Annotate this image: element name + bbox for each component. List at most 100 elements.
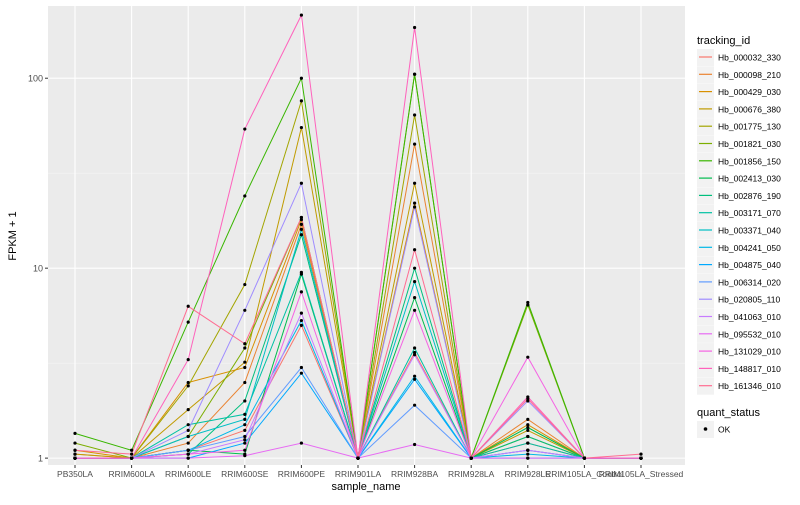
data-point (526, 303, 530, 307)
data-point (413, 205, 417, 209)
data-point (243, 399, 247, 403)
data-point (73, 441, 77, 445)
data-point (299, 311, 303, 315)
data-point (243, 428, 247, 432)
data-point (299, 270, 303, 275)
data-point (356, 456, 360, 460)
data-points (73, 13, 643, 460)
data-point (413, 142, 417, 146)
legend-items: Hb_000032_330 Hb_000098_210 Hb_000429_030 H… (697, 49, 781, 395)
legend-label: Hb_002413_030 (718, 174, 781, 184)
data-point (243, 194, 247, 198)
data-point (186, 380, 190, 385)
data-point (413, 201, 417, 205)
data-point (639, 452, 643, 456)
legend-label: Hb_001856_150 (718, 156, 781, 166)
shape-legend-title: quant_status (697, 407, 760, 419)
data-point (243, 434, 247, 439)
data-point (413, 25, 417, 30)
legend-label: Hb_095532_010 (718, 329, 781, 339)
legend-label: Hb_000032_330 (718, 53, 781, 63)
shape-legend-key-point (703, 427, 708, 431)
data-point (413, 403, 417, 407)
y-tick-label: 1 (38, 454, 43, 464)
x-tick-label: RRIM105LA_Stressed (599, 469, 684, 479)
legend: tracking_id Hb_000032_330Hb_000098_210Hb… (697, 35, 781, 438)
data-point (299, 215, 303, 220)
legend-label: Hb_161346_010 (718, 381, 781, 391)
data-point (186, 434, 190, 439)
data-point (130, 452, 134, 456)
data-point (243, 448, 247, 452)
data-point (243, 342, 247, 346)
legend-label: Hb_002876_190 (718, 191, 781, 201)
x-tick-label: RRIM105LA_Control (545, 469, 624, 479)
data-point (413, 308, 417, 312)
x-tick-label: RRIM928LA (448, 469, 495, 479)
data-point (413, 353, 417, 357)
data-point (243, 412, 247, 416)
y-axis: 1 10 100 (28, 74, 48, 464)
legend-label: Hb_001821_030 (718, 139, 781, 149)
shape-legend-label: OK (718, 425, 731, 435)
data-point (413, 248, 417, 252)
data-point (73, 431, 77, 435)
data-point (526, 434, 530, 439)
legend-title: tracking_id (697, 35, 750, 47)
data-point (243, 380, 247, 385)
data-point (413, 346, 417, 350)
data-point (299, 76, 303, 80)
x-tick-label: RRIM600PE (278, 469, 326, 479)
data-point (130, 456, 134, 460)
data-point (639, 456, 643, 460)
data-point (186, 456, 190, 460)
data-point (469, 456, 473, 460)
shape-legend-items: OK (697, 421, 731, 438)
legend-label: Hb_131029_010 (718, 347, 781, 357)
legend-label: Hb_004241_050 (718, 243, 781, 253)
data-point (243, 127, 247, 131)
data-point (299, 290, 303, 294)
data-point (186, 452, 190, 456)
data-point (299, 218, 303, 222)
data-point (243, 417, 247, 421)
panel-background (48, 6, 685, 465)
data-point (186, 320, 190, 324)
data-point (413, 350, 417, 355)
x-tick-label: PB350LA (57, 469, 93, 479)
data-point (299, 233, 303, 237)
data-point (526, 425, 530, 430)
x-axis: PB350LA RRIM600LA RRIM600LE RRIM600SE RRIM60… (57, 465, 684, 479)
data-point (243, 282, 247, 287)
legend-label: Hb_006314_020 (718, 277, 781, 287)
data-point (299, 181, 303, 185)
data-point (186, 408, 190, 412)
data-point (413, 442, 417, 447)
data-point (186, 423, 190, 427)
data-point (526, 423, 530, 427)
data-point (299, 125, 303, 130)
legend-label: Hb_041063_010 (718, 312, 781, 322)
data-point (243, 360, 247, 364)
legend-label: Hb_003371_040 (718, 226, 781, 236)
data-point (299, 318, 303, 323)
data-point (186, 441, 190, 445)
legend-label: Hb_000429_030 (718, 87, 781, 97)
data-point (526, 397, 530, 401)
data-point (299, 441, 303, 445)
data-point (413, 113, 417, 117)
data-point (186, 428, 190, 432)
data-point (299, 222, 303, 226)
data-point (526, 441, 530, 445)
y-tick-label: 100 (28, 74, 43, 84)
data-point (186, 448, 190, 452)
data-point (299, 365, 303, 370)
y-axis-title: FPKM + 1 (7, 211, 19, 260)
data-point (243, 365, 247, 370)
data-point (73, 452, 77, 456)
data-point (413, 266, 417, 270)
data-point (299, 371, 303, 375)
data-point (243, 441, 247, 445)
x-axis-title: sample_name (331, 481, 400, 493)
